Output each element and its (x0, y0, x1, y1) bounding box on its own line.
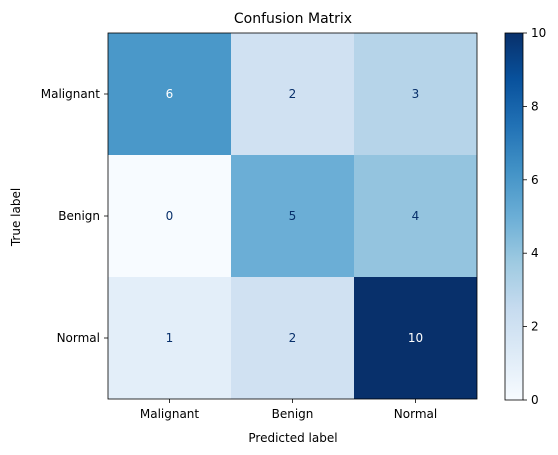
y-axis-ticks: Malignant Benign Normal (41, 87, 108, 345)
colorbar-tick-label: 2 (531, 320, 539, 334)
heatmap-cell (108, 33, 231, 155)
colorbar-tick-label: 0 (531, 393, 539, 407)
heatmap-cell (231, 155, 354, 277)
colorbar-tick-label: 8 (531, 99, 539, 113)
cell-value-label: 2 (289, 87, 297, 101)
cell-value-label: 5 (289, 209, 297, 223)
y-tick-label: Normal (57, 331, 100, 345)
cell-value-label: 6 (166, 87, 174, 101)
heatmap-cell (354, 277, 477, 399)
colorbar-ticks: 0 2 4 6 8 10 (523, 26, 546, 407)
x-tick-label: Malignant (140, 407, 200, 421)
colorbar-tick-label: 10 (531, 26, 546, 40)
heatmap-cell (108, 155, 231, 277)
cell-value-label: 3 (412, 87, 420, 101)
colorbar-tick-label: 4 (531, 246, 539, 260)
cell-value-label: 10 (408, 331, 423, 345)
cell-value-label: 0 (166, 209, 174, 223)
chart-title: Confusion Matrix (234, 11, 352, 27)
heatmap-cells: 6 2 3 0 5 4 1 2 10 (107, 32, 478, 400)
colorbar (504, 32, 524, 401)
heatmap-cell (354, 33, 477, 155)
y-axis-label: True label (9, 188, 23, 247)
heatmap-cell (108, 277, 231, 399)
heatmap-cell (354, 155, 477, 277)
y-tick-label: Benign (58, 209, 100, 223)
cell-value-label: 2 (289, 331, 297, 345)
colorbar-tick-label: 6 (531, 173, 539, 187)
cell-value-label: 1 (166, 331, 174, 345)
x-tick-label: Benign (272, 407, 314, 421)
x-axis-label: Predicted label (248, 431, 337, 445)
x-axis-ticks: Malignant Benign Normal (140, 399, 437, 421)
x-tick-label: Normal (394, 407, 437, 421)
cell-value-label: 4 (412, 209, 420, 223)
heatmap-cell (231, 277, 354, 399)
y-tick-label: Malignant (41, 87, 101, 101)
heatmap-cell (231, 33, 354, 155)
